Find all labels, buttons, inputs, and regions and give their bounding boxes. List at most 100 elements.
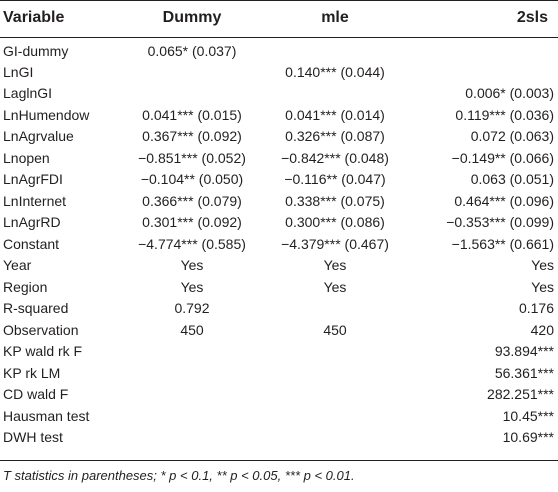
row-value-cell: 0.119*** (0.036) xyxy=(455,106,554,123)
row-value-cell xyxy=(262,83,408,105)
table-row: Observation 450 450 420 xyxy=(0,320,558,342)
row-value-cell: 10.45*** xyxy=(502,407,554,424)
table-row: CD wald F 282.251*** xyxy=(0,384,558,406)
table-row: Hausman test 10.45*** xyxy=(0,406,558,428)
row-value-cell: −1.563** (0.661) xyxy=(451,235,554,252)
row-value-cell: 0.366*** (0.079) xyxy=(142,192,242,209)
row-value-cell xyxy=(262,363,408,385)
row-value-cell xyxy=(408,62,558,84)
row-variable-cell: Hausman test xyxy=(3,407,90,424)
row-value-cell: 282.251*** xyxy=(487,386,554,403)
row-value-cell: 10.69*** xyxy=(502,429,554,446)
row-value-cell: 0.367*** (0.092) xyxy=(142,128,242,145)
table-row: DWH test 10.69*** xyxy=(0,427,558,449)
table-row: LaglnGI 0.006* (0.003) xyxy=(0,83,558,105)
table-header: Variable Dummy mle 2sls xyxy=(0,0,558,38)
row-value-cell: −0.842*** (0.048) xyxy=(281,149,389,166)
row-value-cell: −0.149** (0.066) xyxy=(451,149,554,166)
row-variable-cell: Year xyxy=(3,257,32,274)
table-row: LnAgrRD 0.301*** (0.092) 0.300*** (0.086) −… xyxy=(0,212,558,234)
regression-table-container: Variable Dummy mle 2sls GI-dummy 0.065* (… xyxy=(0,0,558,449)
row-variable-cell: CD wald F xyxy=(3,386,69,403)
row-value-cell: 450 xyxy=(323,321,347,338)
row-value-cell: 56.361*** xyxy=(494,364,554,381)
row-value-cell: Yes xyxy=(323,278,347,295)
row-value-cell: Yes xyxy=(531,278,554,295)
row-value-cell xyxy=(122,406,262,428)
row-value-cell xyxy=(262,298,408,320)
regression-table: Variable Dummy mle 2sls GI-dummy 0.065* (… xyxy=(0,0,558,449)
header-dummy: Dummy xyxy=(122,0,262,38)
row-value-cell: 0.041*** (0.014) xyxy=(285,106,385,123)
row-variable-cell: Region xyxy=(3,278,48,295)
table-row: KP wald rk F 93.894*** xyxy=(0,341,558,363)
row-value-cell: −0.116** (0.047) xyxy=(284,171,386,188)
row-value-cell: 420 xyxy=(530,321,554,338)
row-variable-cell: LnHumendow xyxy=(3,106,90,123)
header-variable: Variable xyxy=(0,0,122,38)
row-value-cell: 93.894*** xyxy=(494,343,554,360)
table-row: Lnopen −0.851*** (0.052) −0.842*** (0.048)… xyxy=(0,148,558,170)
table-footnote: T statistics in parentheses; * p < 0.1, … xyxy=(3,468,355,483)
table-row: LnGI 0.140*** (0.044) xyxy=(0,62,558,84)
row-value-cell: −0.851*** (0.052) xyxy=(138,149,246,166)
row-variable-cell: DWH test xyxy=(3,429,63,446)
row-value-cell: Yes xyxy=(180,257,204,274)
row-value-cell: −0.353*** (0.099) xyxy=(446,214,554,231)
table-row: LnInternet 0.366*** (0.079) 0.338*** (0.07… xyxy=(0,191,558,213)
table-row: GI-dummy 0.065* (0.037) xyxy=(0,37,558,62)
row-variable-cell: Lnopen xyxy=(3,149,50,166)
row-value-cell xyxy=(122,62,262,84)
row-variable-cell: LnGI xyxy=(3,63,34,80)
row-value-cell: 0.072 (0.063) xyxy=(470,128,554,145)
row-value-cell xyxy=(122,83,262,105)
row-value-cell: 0.176 xyxy=(518,300,554,317)
row-value-cell: −0.104** (0.050) xyxy=(140,171,244,188)
header-mle: mle xyxy=(262,0,408,38)
header-row: Variable Dummy mle 2sls xyxy=(0,0,558,38)
row-variable-cell: Observation xyxy=(3,321,79,338)
row-value-cell: Yes xyxy=(323,257,347,274)
table-row: Constant −4.774*** (0.585) −4.379*** (0.46… xyxy=(0,234,558,256)
table-bottom-rule xyxy=(0,460,558,461)
table-row: Region Yes Yes Yes xyxy=(0,277,558,299)
row-variable-cell: GI-dummy xyxy=(3,42,69,59)
row-value-cell xyxy=(408,37,558,62)
row-value-cell xyxy=(262,427,408,449)
row-value-cell: Yes xyxy=(531,257,554,274)
row-value-cell: 0.326*** (0.087) xyxy=(285,128,385,145)
row-value-cell: −4.379*** (0.467) xyxy=(281,235,389,252)
header-2sls: 2sls xyxy=(408,0,558,38)
row-variable-cell: KP rk LM xyxy=(3,364,61,381)
row-value-cell: 0.063 (0.051) xyxy=(470,171,554,188)
row-value-cell xyxy=(122,427,262,449)
row-variable-cell: KP wald rk F xyxy=(3,343,83,360)
row-value-cell xyxy=(122,384,262,406)
row-variable-cell: LnInternet xyxy=(3,192,67,209)
table-row: Year Yes Yes Yes xyxy=(0,255,558,277)
row-value-cell xyxy=(262,406,408,428)
row-value-cell xyxy=(262,341,408,363)
row-value-cell: 0.464*** (0.096) xyxy=(454,192,554,209)
row-value-cell xyxy=(262,384,408,406)
row-value-cell xyxy=(262,37,408,62)
row-value-cell: 0.301*** (0.092) xyxy=(142,214,242,231)
row-value-cell: 0.140*** (0.044) xyxy=(285,63,385,80)
row-value-cell: 0.041*** (0.015) xyxy=(142,106,242,123)
row-variable-cell: LnAgrvalue xyxy=(3,128,74,145)
row-variable-cell: R-squared xyxy=(3,300,69,317)
table-row: LnAgrvalue 0.367*** (0.092) 0.326*** (0.08… xyxy=(0,126,558,148)
table-row: KP rk LM 56.361*** xyxy=(0,363,558,385)
table-body: GI-dummy 0.065* (0.037) LnGI 0.140*** (0.04… xyxy=(0,37,558,449)
row-value-cell: 0.300*** (0.086) xyxy=(285,214,385,231)
row-value-cell: 0.792 xyxy=(174,300,210,317)
row-variable-cell: LaglnGI xyxy=(3,85,53,102)
row-value-cell xyxy=(122,341,262,363)
row-value-cell xyxy=(122,363,262,385)
row-value-cell: −4.774*** (0.585) xyxy=(138,235,246,252)
table-row: R-squared 0.792 0.176 xyxy=(0,298,558,320)
row-value-cell: 0.338*** (0.075) xyxy=(285,192,385,209)
row-variable-cell: LnAgrRD xyxy=(3,214,61,231)
row-variable-cell: LnAgrFDI xyxy=(3,171,63,188)
table-row: LnHumendow 0.041*** (0.015) 0.041*** (0.01… xyxy=(0,105,558,127)
